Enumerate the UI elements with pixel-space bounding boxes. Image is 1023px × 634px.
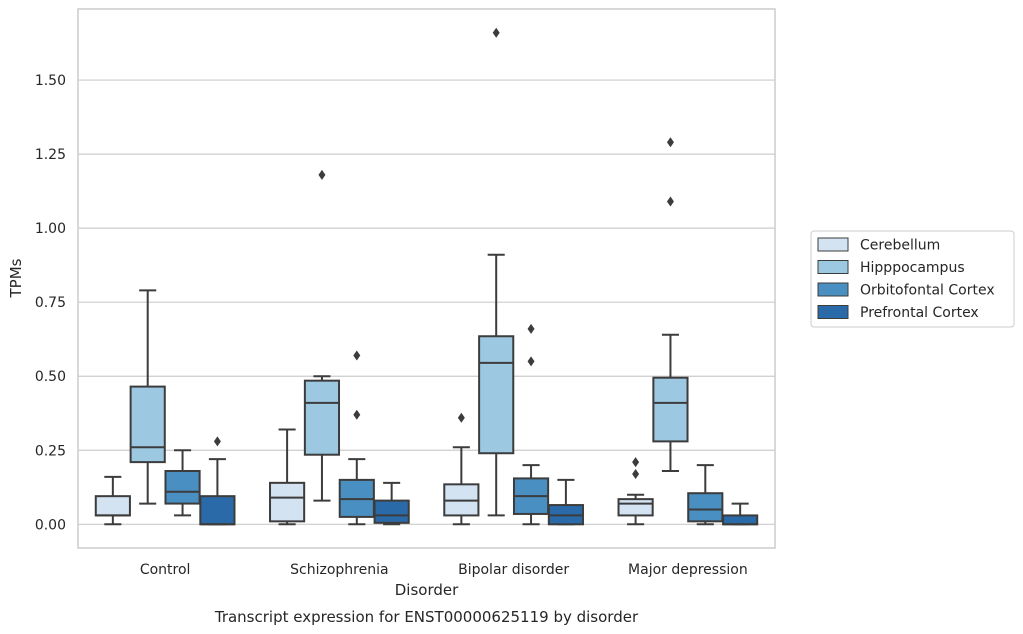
- plot-frame: [77, 8, 776, 549]
- legend-swatch: [817, 260, 849, 274]
- y-tick-label: 0.50: [35, 369, 66, 385]
- x-tick-label: Control: [140, 562, 191, 578]
- y-axis-title: TPMs: [7, 258, 25, 298]
- box: [652, 376, 689, 443]
- outlier-point: [666, 196, 674, 207]
- box-group: [303, 169, 341, 502]
- box-group: [617, 457, 654, 526]
- legend-swatch: [817, 237, 849, 252]
- box-group: [129, 289, 166, 505]
- box-group: [269, 428, 306, 526]
- y-tick-label: 0.75: [35, 295, 66, 311]
- box: [617, 498, 654, 517]
- x-axis-ticks: Control Schizophrenia Bipolar disorder Majo…: [140, 562, 748, 578]
- outlier-point: [492, 27, 500, 38]
- outlier-point: [213, 436, 221, 447]
- box-group: [373, 481, 410, 526]
- y-tick-label: 0.00: [35, 517, 66, 533]
- legend-swatch: [817, 282, 849, 297]
- legend-frame: [810, 230, 1015, 328]
- outlier-point: [666, 137, 674, 148]
- x-axis-title: Disorder: [395, 581, 459, 599]
- box-group: [338, 350, 375, 526]
- box: [269, 481, 306, 523]
- outlier-point: [318, 169, 326, 180]
- box: [687, 492, 724, 523]
- outlier-point: [353, 350, 361, 361]
- box: [722, 514, 759, 526]
- x-tick-label: Major depression: [628, 562, 748, 578]
- box: [303, 379, 341, 456]
- box-group: [443, 412, 480, 526]
- box: [373, 499, 410, 524]
- outlier-point: [457, 412, 465, 423]
- outlier-point: [353, 409, 361, 420]
- legend-label: Orbitofontal Cortex: [860, 283, 995, 299]
- outlier-point: [632, 457, 640, 468]
- x-tick-label: Schizophrenia: [290, 562, 388, 578]
- box: [129, 385, 166, 464]
- legend-swatch: [817, 305, 849, 319]
- box: [164, 470, 201, 505]
- box-group: [512, 323, 550, 526]
- legend-label: Hipppocampus: [860, 260, 965, 276]
- box-group: [547, 478, 584, 526]
- y-tick-label: 0.25: [35, 443, 66, 459]
- box-group: [652, 137, 689, 472]
- box: [94, 495, 131, 517]
- outlier-point: [527, 323, 535, 334]
- y-tick-label: 1.25: [35, 147, 66, 163]
- box-group: [722, 502, 759, 526]
- outlier-point: [632, 468, 640, 479]
- legend-label: Prefrontal Cortex: [860, 305, 979, 321]
- box-group: [199, 436, 236, 526]
- plot-area: [94, 27, 759, 526]
- box: [199, 495, 236, 526]
- y-tick-label: 1.00: [35, 221, 66, 237]
- box-group: [687, 464, 724, 526]
- box-group: [94, 475, 131, 526]
- gridlines: [78, 79, 775, 525]
- legend-label: Cerebellum: [860, 238, 940, 254]
- y-axis-ticks: 0.00 0.25 0.50 0.75 1.00 1.25 1.50: [35, 73, 66, 533]
- box-group: [164, 449, 201, 517]
- chart-caption: Transcript expression for ENST0000062511…: [214, 608, 639, 626]
- legend: Cerebellum Hipppocampus Orbitofontal Corte…: [810, 230, 1015, 328]
- y-tick-label: 1.50: [35, 73, 66, 89]
- x-tick-label: Bipolar disorder: [458, 562, 569, 578]
- box-group: [478, 27, 515, 517]
- box: [478, 335, 515, 455]
- outlier-point: [527, 356, 535, 367]
